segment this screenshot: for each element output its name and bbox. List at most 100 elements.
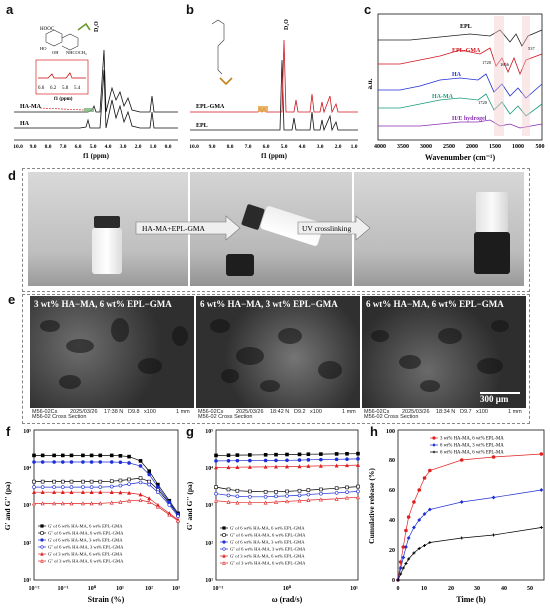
h-ytick-1: 20 <box>389 548 395 554</box>
structure-label-ho: HO <box>40 46 47 51</box>
h-ytick-2: 40 <box>389 518 395 524</box>
b-xtick-9: 1.0 <box>351 144 358 150</box>
c-xtick-2: 3000 <box>420 144 432 150</box>
f-point-5-0 <box>32 501 36 506</box>
g-point-5-2 <box>235 500 240 505</box>
h-series-line-0 <box>397 453 542 581</box>
a-xtick-0: 10.0 <box>13 144 23 150</box>
g-point-0-11 <box>345 451 349 456</box>
f-legend-entry-4: G' of 3 wt% HA-MA, 6 wt% EPL-GMA <box>48 552 123 558</box>
sem3-id: M56-02Cs <box>364 409 390 415</box>
f-legend-entry-0: G' of 6 wt% HA-MA, 6 wt% EPL-GMA <box>48 524 123 530</box>
g-point-5-0 <box>214 498 218 503</box>
f-point-0-3 <box>60 453 65 458</box>
h-series-line-1 <box>397 489 542 581</box>
inset-tick-1: 6.2 <box>50 86 57 91</box>
step2-label: UV crosslinking <box>302 224 351 233</box>
f-point-2-3 <box>60 460 65 464</box>
panel-g-label: g <box>186 424 194 439</box>
sem-infobar-3: M56-02Cs 2025/03/26 18:34 N D9.7 x100 1 … <box>362 408 526 420</box>
f-point-0-7 <box>98 453 103 458</box>
f-point-3-3 <box>60 485 65 489</box>
g-point-1-11 <box>345 485 349 490</box>
photo-3 <box>354 172 524 286</box>
f-point-0-8 <box>109 453 114 458</box>
g-point-0-7 <box>297 452 302 457</box>
h-legend-entry-2: 6 wt% HA-MA, 6 wt% EPL-MA <box>440 451 504 456</box>
g-legend-marker-0 <box>222 526 226 530</box>
sem3-time: 18:34 N <box>436 409 456 415</box>
h-point-0-8 <box>428 468 432 473</box>
h-xtick-4: 40 <box>501 586 507 592</box>
h-legend-entry-1: 6 wt% HA-MA, 3 wt% EPL-MA <box>440 444 504 449</box>
c-series-hama: HA-MA <box>432 94 454 100</box>
f-point-2-13 <box>156 485 160 489</box>
h-point-2-2 <box>401 566 405 570</box>
h-point-2-10 <box>492 533 496 537</box>
g-legend-marker-4 <box>222 554 226 558</box>
d-arrows: HA-MA+EPL-GMA UV crosslinking <box>135 215 371 241</box>
f-point-1-2 <box>52 479 56 484</box>
f-series-line-1 <box>34 477 179 515</box>
sem-scale-bar: 300 μm <box>480 392 520 404</box>
g-ytick-0: 10¹ <box>205 578 213 584</box>
c-series-eplgma: EPL-GMA <box>452 48 481 54</box>
h-point-2-3 <box>404 562 408 565</box>
g-point-2-1 <box>226 458 231 463</box>
inset-tick-0: 6.6 <box>38 86 45 91</box>
arrow-1 <box>135 215 241 241</box>
series-label-hama: HA-MA <box>20 104 42 110</box>
g-point-1-0 <box>214 485 218 489</box>
f-point-0-12 <box>147 469 151 473</box>
g-point-4-12 <box>356 462 360 467</box>
series-label-ha: HA <box>20 121 30 127</box>
c-peak-1720a: 1720 <box>482 60 492 65</box>
f-point-1-12 <box>147 479 151 484</box>
sem2-section: M56-02 Cross Section <box>198 414 253 420</box>
g-point-4-6 <box>285 464 289 469</box>
c-xtick-7: 500 <box>536 144 545 150</box>
b-xtick-8: 2.0 <box>335 144 342 150</box>
g-point-2-8 <box>306 458 311 462</box>
f-point-2-1 <box>40 460 45 464</box>
panel-c-label: c <box>364 2 372 17</box>
h-legend-marker-1 <box>432 443 436 447</box>
f-point-3-5 <box>81 485 85 489</box>
panel-d-frame <box>22 168 530 292</box>
f-point-2-0 <box>32 460 36 464</box>
c-xtick-5: 1500 <box>489 144 501 150</box>
f-xtick-1: 10⁻¹ <box>58 586 69 592</box>
panel-d-label: d <box>8 168 16 183</box>
a-xtick-8: 2.0 <box>135 144 142 150</box>
f-series-line-4 <box>34 491 179 521</box>
h-point-1-5 <box>412 525 416 530</box>
sem-infobar-2: M56-02Cs 2025/03/26 18:42 N D9.2 x100 1 … <box>196 408 360 420</box>
f-point-0-9 <box>118 454 123 458</box>
f-series-line-5 <box>34 499 179 522</box>
g-point-5-6 <box>285 499 289 504</box>
a-xtick-10: 0.0 <box>165 144 172 150</box>
f-point-2-8 <box>109 460 114 464</box>
g-point-1-3 <box>248 489 252 494</box>
g-point-0-2 <box>235 453 240 457</box>
panel-h-chart: 3 wt% HA-MA, 6 wt% EPL-MA 6 wt% HA-MA, 3 … <box>367 429 545 604</box>
f-point-5-13 <box>155 504 160 509</box>
sem1-id: M56-02Cs <box>32 409 58 415</box>
g-point-1-8 <box>306 488 311 492</box>
g-point-2-7 <box>297 458 302 462</box>
f-xtick-0: 10⁻² <box>29 586 40 592</box>
f-point-2-9 <box>118 460 123 465</box>
g-point-3-0 <box>214 491 218 496</box>
f-point-4-3 <box>60 489 65 494</box>
c-xtick-0: 4000 <box>374 144 386 150</box>
f-point-0-2 <box>52 453 56 458</box>
g-point-1-5 <box>274 489 278 494</box>
f-point-5-15 <box>176 518 180 523</box>
h-xaxis-label: Time (h) <box>456 595 486 604</box>
f-point-1-4 <box>69 479 74 484</box>
g-point-4-0 <box>214 465 218 470</box>
sem-caption-3: 6 wt% HA−MA, 6 wt% EPL−GMA <box>366 299 504 309</box>
g-point-2-2 <box>235 458 240 463</box>
f-point-1-0 <box>32 479 36 484</box>
